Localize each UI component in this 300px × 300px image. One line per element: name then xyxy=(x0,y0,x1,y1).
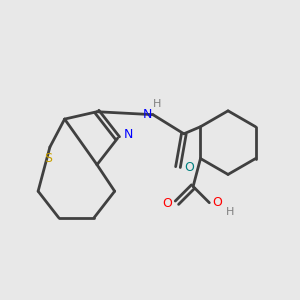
Text: N: N xyxy=(124,128,134,141)
Text: H: H xyxy=(153,99,161,110)
Text: O: O xyxy=(162,197,172,210)
Text: N: N xyxy=(142,108,152,121)
Text: O: O xyxy=(184,161,194,174)
Text: O: O xyxy=(213,196,223,208)
Text: H: H xyxy=(226,206,235,217)
Text: S: S xyxy=(44,152,52,165)
